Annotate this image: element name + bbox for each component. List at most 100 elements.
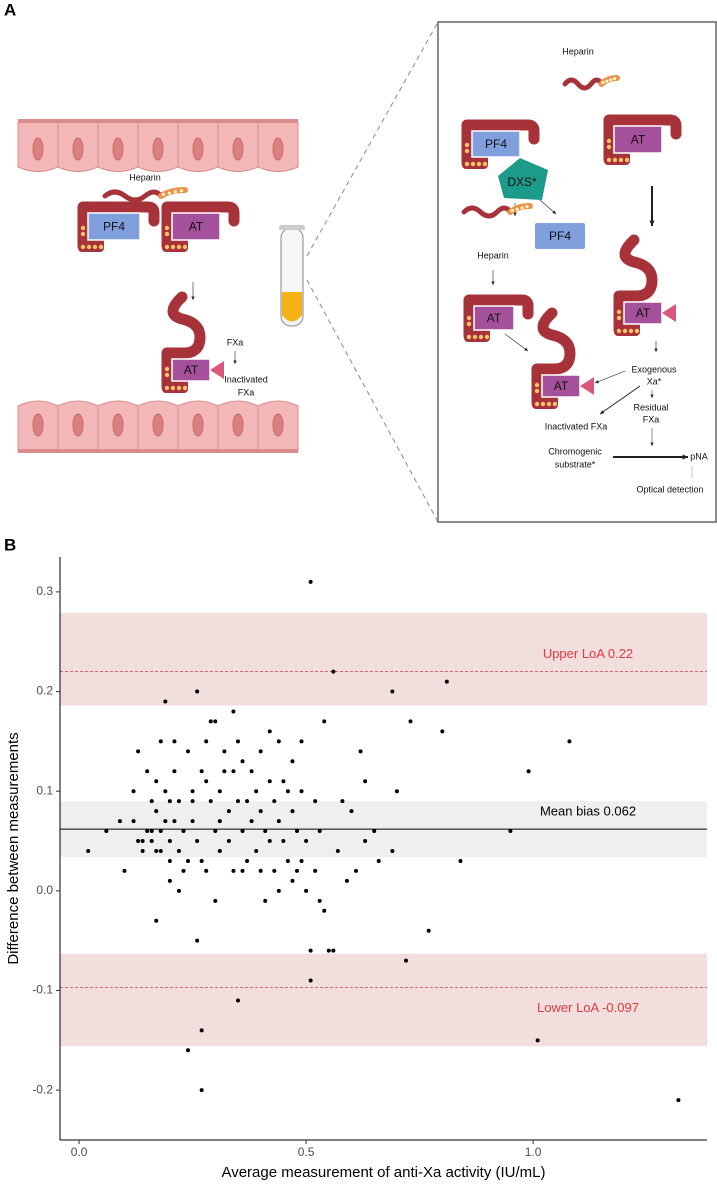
label: Residual bbox=[633, 402, 668, 412]
tube-rim bbox=[279, 225, 305, 230]
point bbox=[154, 918, 159, 923]
point bbox=[240, 868, 245, 873]
point bbox=[313, 799, 318, 804]
point bbox=[131, 789, 136, 794]
dot bbox=[616, 309, 622, 315]
dot bbox=[464, 142, 470, 148]
point bbox=[676, 1098, 681, 1103]
label: FXa bbox=[643, 414, 660, 424]
dot bbox=[466, 334, 472, 340]
protein-chain bbox=[161, 291, 206, 393]
dot bbox=[510, 208, 514, 213]
dot bbox=[478, 334, 484, 340]
dot bbox=[176, 385, 182, 391]
dot bbox=[476, 161, 482, 167]
point bbox=[235, 739, 240, 744]
nucleus bbox=[72, 137, 84, 161]
dot bbox=[534, 388, 540, 394]
point bbox=[267, 729, 272, 734]
point bbox=[263, 898, 268, 903]
dot bbox=[179, 189, 183, 193]
point bbox=[290, 809, 295, 814]
point bbox=[304, 839, 309, 844]
label: AT bbox=[487, 311, 502, 325]
dot bbox=[464, 148, 470, 154]
label: PF4 bbox=[549, 229, 571, 243]
point bbox=[290, 759, 295, 764]
arrow-head bbox=[595, 380, 599, 384]
point bbox=[86, 848, 91, 853]
chart: Upper LoA 0.22 Mean bias 0.062 Lower LoA -… bbox=[5, 557, 707, 1181]
point bbox=[331, 669, 336, 674]
dot bbox=[164, 231, 170, 237]
label: Heparin bbox=[562, 46, 594, 56]
point bbox=[326, 948, 331, 953]
nucleus bbox=[152, 137, 164, 161]
y-tick-label: 0.0 bbox=[36, 883, 53, 897]
point bbox=[299, 858, 304, 863]
point bbox=[276, 888, 281, 893]
point bbox=[363, 779, 368, 784]
point bbox=[149, 829, 154, 834]
point bbox=[190, 789, 195, 794]
point bbox=[354, 868, 359, 873]
label: AT bbox=[631, 133, 646, 147]
point bbox=[331, 948, 336, 953]
arrow bbox=[594, 370, 626, 384]
protein-domain bbox=[535, 223, 585, 249]
point bbox=[231, 709, 236, 714]
label: pNA bbox=[690, 451, 708, 461]
dot bbox=[472, 334, 478, 340]
dot bbox=[164, 372, 170, 378]
label: PF4 bbox=[485, 137, 507, 151]
label: Inactivated FXa bbox=[545, 421, 608, 431]
point bbox=[285, 858, 290, 863]
point bbox=[154, 809, 159, 814]
point bbox=[249, 769, 254, 774]
protein-domain bbox=[87, 212, 141, 241]
point bbox=[222, 749, 227, 754]
label: AT bbox=[184, 363, 199, 377]
point bbox=[235, 799, 240, 804]
dot bbox=[170, 244, 176, 250]
point bbox=[181, 829, 186, 834]
panel-label: B bbox=[4, 535, 16, 554]
dot bbox=[164, 244, 170, 250]
point bbox=[190, 799, 195, 804]
x-tick-label: 0.0 bbox=[71, 1145, 88, 1159]
dot bbox=[609, 78, 613, 82]
heparin-chain bbox=[461, 205, 513, 219]
nucleus bbox=[152, 413, 164, 437]
dot bbox=[613, 77, 617, 81]
point bbox=[535, 1038, 540, 1043]
inset-frame bbox=[437, 21, 717, 523]
label: substrate* bbox=[555, 459, 596, 469]
dot bbox=[618, 157, 624, 163]
point bbox=[217, 819, 222, 824]
point bbox=[186, 858, 191, 863]
protein-chain bbox=[161, 201, 240, 252]
y-tick-label: -0.1 bbox=[32, 983, 53, 997]
arrow-head bbox=[513, 212, 517, 216]
point bbox=[240, 759, 245, 764]
arrow-head bbox=[491, 281, 495, 285]
reference-label: Mean bias 0.062 bbox=[540, 804, 636, 819]
arrow-head bbox=[649, 220, 655, 226]
label: FXa bbox=[238, 387, 255, 397]
dot bbox=[616, 328, 622, 334]
point bbox=[245, 858, 250, 863]
point bbox=[208, 799, 213, 804]
label: Xa* bbox=[647, 376, 662, 386]
point bbox=[245, 799, 250, 804]
point bbox=[358, 749, 363, 754]
dot bbox=[92, 244, 98, 250]
point bbox=[372, 829, 377, 834]
point bbox=[204, 779, 209, 784]
y-axis-title: Difference between measurements bbox=[5, 732, 22, 964]
point bbox=[272, 868, 277, 873]
fxa-inhibitor bbox=[580, 377, 594, 395]
point bbox=[122, 868, 127, 873]
label: AT bbox=[636, 306, 651, 320]
dot bbox=[464, 161, 470, 167]
